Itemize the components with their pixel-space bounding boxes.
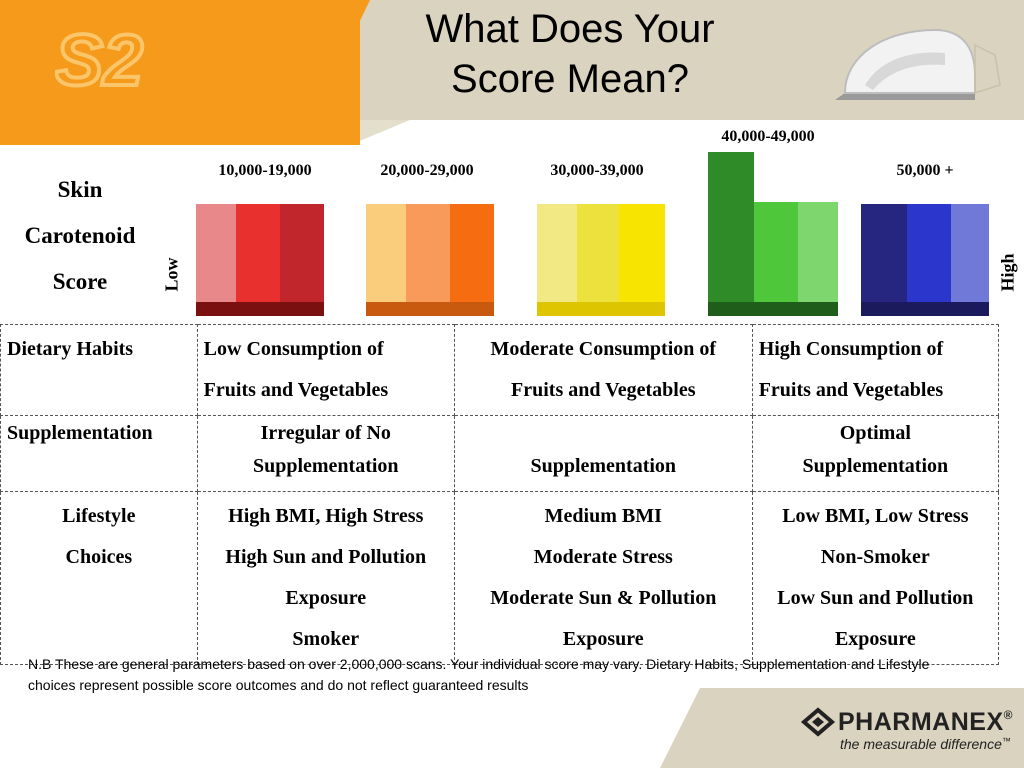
table-row-lifestyle: Lifestyle Choices High BMI, High Stress … <box>0 491 1000 665</box>
range-label-4: 40,000-49,000 <box>721 128 815 145</box>
lifestyle-low-cell: High BMI, High Stress High Sun and Pollu… <box>196 491 455 665</box>
svg-text:S2: S2 <box>55 25 143 95</box>
row-header-lifestyle: Lifestyle Choices <box>0 491 198 665</box>
score-bar-group-5 <box>861 204 989 316</box>
footer-wedge <box>660 688 700 768</box>
brand-name: PHARMANEX® <box>838 708 1013 736</box>
score-bar-group-1 <box>196 204 324 316</box>
score-bar-1-1 <box>196 204 236 316</box>
supplementation-moderate-cell: Supplementation <box>453 415 753 492</box>
pharmanex-logo-icon <box>800 707 836 737</box>
slide-title: What Does Your Score Mean? <box>370 4 770 104</box>
brand-tagline: the measurable difference™ <box>840 736 1011 752</box>
lifestyle-high-cell: Low BMI, Low Stress Non-Smoker Low Sun a… <box>751 491 1000 665</box>
score-bar-3-1 <box>537 204 577 316</box>
dietary-moderate-cell: Moderate Consumption of Fruits and Veget… <box>453 324 753 416</box>
supplementation-high-cell: Optimal Supplementation <box>751 415 1000 492</box>
score-bar-base <box>708 302 754 316</box>
range-label-5: 50,000 + <box>896 162 954 179</box>
supplementation-low-cell: Irregular of No Supplementation <box>196 415 455 492</box>
score-label-score: Score <box>52 269 108 294</box>
score-bar-base <box>450 302 494 316</box>
score-bar-base <box>861 302 907 316</box>
range-label-1: 10,000-19,000 <box>218 162 312 179</box>
score-bar-5-2 <box>907 204 951 316</box>
range-label-3: 30,000-39,000 <box>550 162 644 179</box>
lifestyle-moderate-cell: Medium BMI Moderate Stress Moderate Sun … <box>453 491 753 665</box>
score-bar-3-3 <box>619 204 665 316</box>
scale-low-label: Low <box>161 257 182 292</box>
score-bar-base <box>798 302 838 316</box>
score-bar-base <box>619 302 665 316</box>
score-bar-base <box>907 302 951 316</box>
header-white-area <box>410 120 1024 145</box>
scanner-device-icon <box>835 28 1001 100</box>
title-line-1: What Does Your <box>425 7 715 51</box>
range-label-2: 20,000-29,000 <box>380 162 474 179</box>
s2-logo-icon: S2 <box>55 25 145 95</box>
score-bar-base <box>236 302 280 316</box>
score-bar-base <box>196 302 236 316</box>
score-bar-3-2 <box>577 204 619 316</box>
score-bar-1-3 <box>280 204 324 316</box>
score-bar-2-3 <box>450 204 494 316</box>
score-bar-base <box>754 302 798 316</box>
disclaimer-note: N.B These are general parameters based o… <box>28 656 930 693</box>
score-label-skin: Skin <box>57 177 103 202</box>
score-bar-group-3 <box>537 204 665 316</box>
score-label-carotenoid: Carotenoid <box>24 223 136 248</box>
score-bar-base <box>577 302 619 316</box>
score-bar-4-1 <box>708 152 754 316</box>
score-bar-group-2 <box>366 204 494 316</box>
score-bar-4-2 <box>754 202 798 316</box>
score-bar-base <box>951 302 989 316</box>
score-bar-2-1 <box>366 204 406 316</box>
score-bar-5-1 <box>861 204 907 316</box>
score-bar-1-2 <box>236 204 280 316</box>
score-bar-group-4 <box>708 152 838 316</box>
footer-band <box>700 688 1024 768</box>
score-bar-base <box>280 302 324 316</box>
header-orange-slant <box>300 0 370 145</box>
row-header-dietary: Dietary Habits <box>0 324 198 416</box>
score-bar-2-2 <box>406 204 450 316</box>
dietary-high-cell: High Consumption of Fruits and Vegetable… <box>751 324 1000 416</box>
score-bar-4-3 <box>798 202 838 316</box>
title-line-2: Score Mean? <box>451 57 689 101</box>
score-bar-base <box>366 302 406 316</box>
score-bar-base <box>406 302 450 316</box>
dietary-low-cell: Low Consumption of Fruits and Vegetables <box>196 324 455 416</box>
score-bar-base <box>537 302 577 316</box>
row-header-supplementation: Supplementation <box>0 415 198 492</box>
score-meaning-table: Dietary Habits Low Consumption of Fruits… <box>0 324 1000 665</box>
scale-high-label: High <box>997 253 1018 292</box>
table-row-dietary: Dietary Habits Low Consumption of Fruits… <box>0 324 1000 416</box>
table-row-supplementation: Supplementation Irregular of No Suppleme… <box>0 415 1000 492</box>
score-bar-5-3 <box>951 204 989 316</box>
